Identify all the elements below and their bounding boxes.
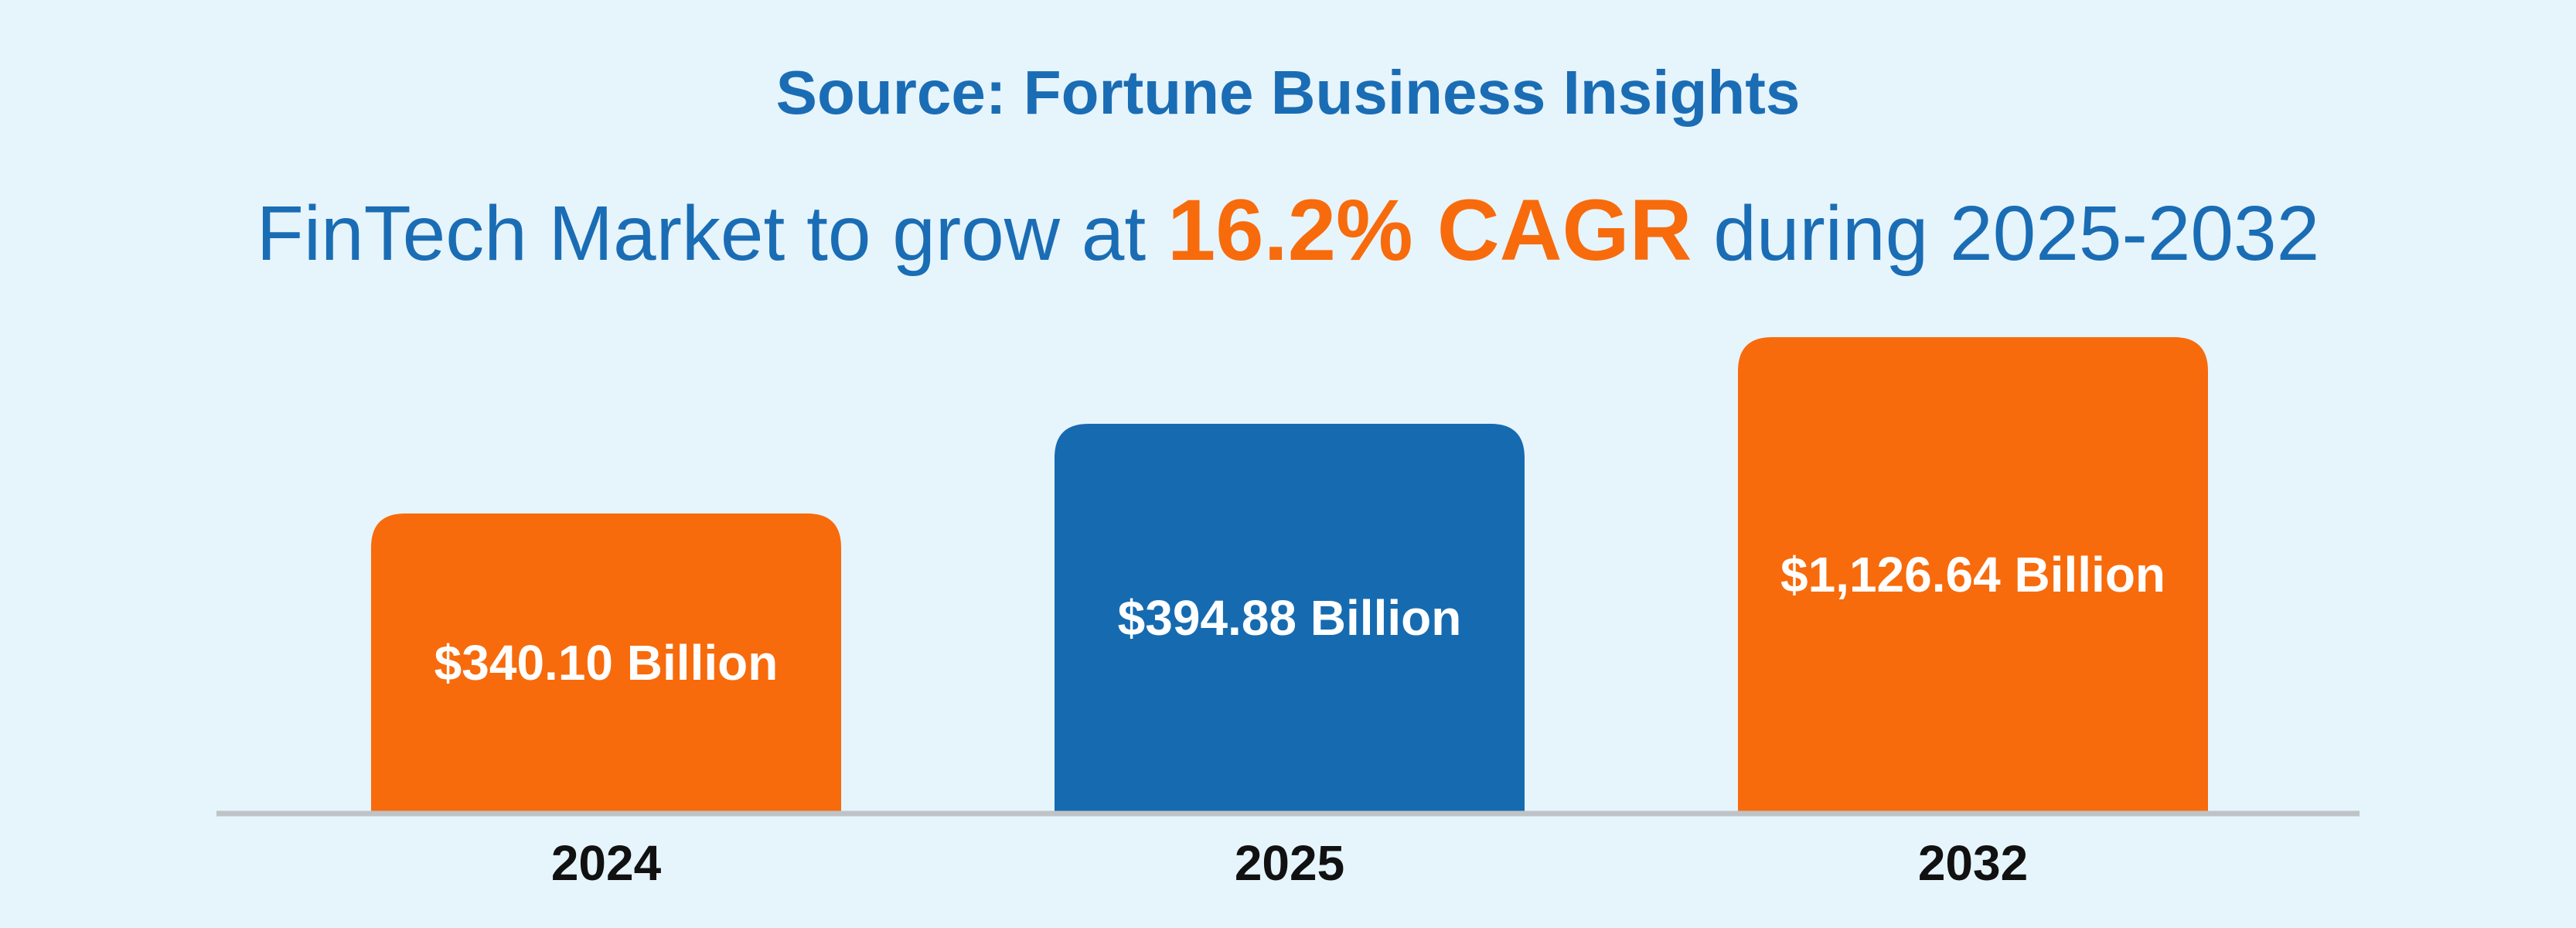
data-label-2032: $1,126.64 Billion <box>1780 547 2165 602</box>
x-tick-label-2024: 2024 <box>551 835 662 891</box>
title-lead-text: FinTech Market to grow at <box>256 190 1147 277</box>
bars-group <box>371 337 2208 812</box>
data-label-2025: $394.88 Billion <box>1118 590 1462 646</box>
x-tick-label-2025: 2025 <box>1235 835 1344 891</box>
title-cagr-highlight: 16.2% CAGR <box>1167 182 1692 278</box>
chart-title: FinTech Market to grow at 16.2% CAGR dur… <box>0 183 2576 278</box>
labels-group: $340.10 Billion 2024 $394.88 Billion 2025 $1… <box>434 547 2165 891</box>
title-trail-text: during 2025-2032 <box>1713 190 2320 277</box>
bar-2025 <box>1055 424 1525 812</box>
source-caption: Source: Fortune Business Insights <box>775 58 1801 127</box>
x-tick-label-2032: 2032 <box>1918 835 2028 891</box>
bar-2024 <box>371 513 841 812</box>
data-label-2024: $340.10 Billion <box>434 635 779 691</box>
bar-2032 <box>1738 337 2208 812</box>
